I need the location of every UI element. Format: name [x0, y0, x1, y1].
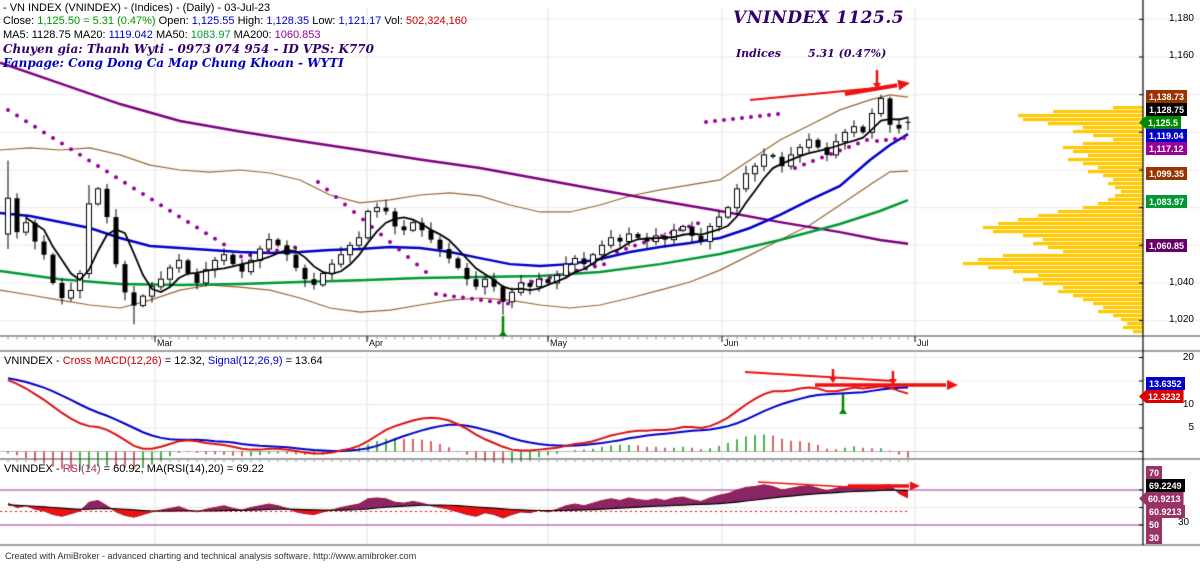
rsi-ma-tag: 69.2249 — [1146, 479, 1185, 492]
price-axis-label: 1,040 — [1168, 277, 1194, 288]
close-value: 1,125.50 = 5.31 (0.47%) — [37, 15, 156, 27]
x-axis-label-jul: Jul — [917, 338, 929, 348]
macd-axis-label: 10 — [1182, 399, 1194, 410]
rsi-title-values: = 60.92, MA(RSI(14),20) = 69.22 — [100, 463, 264, 475]
macd-title-signal: Signal(12,26,9) — [207, 355, 283, 367]
ma20-label: MA20: — [73, 29, 106, 41]
rsi-level70-tag: 70 — [1146, 466, 1163, 479]
sar-tag: 1,117.12 — [1146, 142, 1187, 155]
macd-title-signal-value: = 13.64 — [282, 355, 323, 367]
open-value: 1,125.55 — [191, 15, 235, 27]
close-label: Close: — [3, 15, 35, 27]
chart-title-bar: - VN INDEX (VNINDEX) - (Indices) - (Dail… — [3, 2, 271, 14]
rsi-level30-tag: 30 — [1146, 531, 1163, 544]
volume-value: 502,324,160 — [405, 15, 468, 27]
macd-value-tag: 12.3232 — [1139, 390, 1184, 403]
price-axis-label: 1,020 — [1168, 314, 1194, 325]
low-value: 1,121.17 — [338, 15, 382, 27]
symbol-change: 5.31 (0.47%) — [808, 47, 887, 60]
fanpage-line: Fanpage: Cong Dong Ca Map Chung Khoan - … — [3, 56, 344, 70]
ma50-value: 1083.97 — [190, 29, 231, 41]
quote-line: Close: 1,125.50 = 5.31 (0.47%) Open: 1,1… — [3, 15, 467, 27]
ma20-tag: 1,119.04 — [1146, 129, 1187, 142]
high-label: High: — [237, 15, 264, 27]
band-lower-tag: 1,099.35 — [1146, 167, 1188, 180]
ma5-tag: 1,128.75 — [1146, 103, 1188, 116]
ma200-label: MA200: — [233, 29, 272, 41]
macd-title-value: = 12.32, — [161, 355, 208, 367]
rsi-title-rsi: RSI(14) — [62, 463, 101, 475]
macd-axis-label: 20 — [1182, 352, 1194, 363]
symbol-overlay-title: VNINDEX 1125.5 — [733, 8, 905, 28]
x-axis-label-jun: Jun — [724, 338, 739, 348]
macd-signal-tag: 13.6352 — [1146, 377, 1185, 390]
low-label: Low: — [312, 15, 336, 27]
high-value: 1,128.35 — [266, 15, 310, 27]
rsi-level50-tag: 50 — [1146, 518, 1163, 531]
price-axis-label: 1,160 — [1168, 50, 1194, 61]
amibroker-credit: Created with AmiBroker - advanced charti… — [5, 551, 417, 561]
ma5-label: MA5: — [3, 29, 29, 41]
rsi-value-tag: 60.9213 — [1139, 492, 1184, 505]
ma5-value: 1128.75 — [31, 29, 71, 41]
rsi-panel-title: VNINDEX - RSI(14) = 60.92, MA(RSI(14),20… — [4, 463, 264, 475]
x-axis-label-mar: Mar — [157, 338, 173, 348]
symbol-group: Indices — [736, 47, 781, 60]
ma20-value: 1119.042 — [108, 29, 153, 41]
price-axis-label: 1,180 — [1168, 13, 1194, 24]
x-axis-label-may: May — [550, 338, 568, 348]
ma50-tag: 1,083.97 — [1146, 195, 1188, 208]
rsi-axis-label: 30 — [1178, 517, 1190, 528]
ma200-value: 1060.853 — [274, 29, 321, 41]
band-upper-tag: 1,138.73 — [1146, 90, 1188, 103]
macd-axis-label: 5 — [1188, 422, 1194, 433]
x-axis-label-apr: Apr — [369, 338, 384, 348]
macd-title-prefix: VNINDEX - — [4, 355, 63, 367]
ma200-tag: 1,060.85 — [1146, 239, 1188, 252]
last-price-tag: 1,125.5 — [1139, 116, 1182, 129]
open-label: Open: — [158, 15, 189, 27]
rsi-title-prefix: VNINDEX - — [4, 463, 63, 475]
macd-title-macd: Cross MACD(12,26) — [62, 355, 162, 367]
volume-label: Vol: — [384, 15, 403, 27]
macd-panel-title: VNINDEX - Cross MACD(12,26) = 12.32, Sig… — [4, 355, 323, 367]
ma50-label: MA50: — [155, 29, 188, 41]
rsi-value-tag2: 60.9213 — [1146, 505, 1185, 518]
ma-line: MA5: 1128.75 MA20: 1119.042 MA50: 1083.9… — [3, 29, 321, 41]
expert-contact-line: Chuyen gia: Thanh Wyti - 0973 074 954 - … — [3, 42, 374, 56]
